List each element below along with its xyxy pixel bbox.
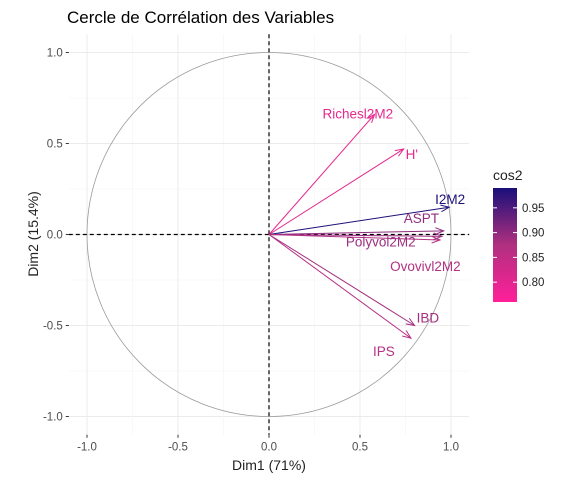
y-axis-title: Dim2 (15.4%) [25,191,41,277]
y-tick-label: 0.0 [47,230,63,242]
legend-tick-label: 0.85 [522,252,544,264]
legend-tick-label: 0.80 [522,277,544,289]
x-tick-label: 0.5 [352,442,368,454]
variable-label: I2M2 [435,192,465,207]
variable-label: ASPT [404,211,439,226]
variable-label: Polyvol2M2 [346,234,416,249]
variable-label: Richesl2M2 [323,106,394,121]
y-tick-label: -1.0 [43,412,63,424]
plot-panel: Richesl2M2 H' I2M2 ASPT Polyvol2M2 Ovovivl2M2… [69,32,469,435]
y-tick-label: -0.5 [43,321,63,333]
y-tick-label: 1.0 [47,48,63,60]
y-axis-ticks: -1.0 -0.5 0.0 0.5 1.0 [43,48,69,424]
legend-title: cos2 [493,167,523,183]
variable-label: IBD [417,311,440,326]
x-tick-label: -1.0 [77,442,97,454]
chart-title: Cercle de Corrélation des Variables [67,8,334,27]
x-axis-ticks: -1.0 -0.5 0.0 0.5 1.0 [77,435,459,454]
y-tick-label: 0.5 [47,139,63,151]
x-axis-title: Dim1 (71%) [232,457,306,473]
x-tick-label: 1.0 [443,442,459,454]
legend-tick-label: 0.90 [522,228,544,240]
x-tick-label: -0.5 [168,442,188,454]
variable-label: IPS [373,344,395,359]
variable-label: H' [406,147,418,162]
legend: cos2 0.95 0.90 0.85 0.80 [493,167,544,302]
legend-tick-label: 0.95 [522,203,544,215]
x-tick-label: 0.0 [261,442,277,454]
variable-label: Ovovivl2M2 [390,259,461,274]
legend-colorbar [493,188,517,302]
